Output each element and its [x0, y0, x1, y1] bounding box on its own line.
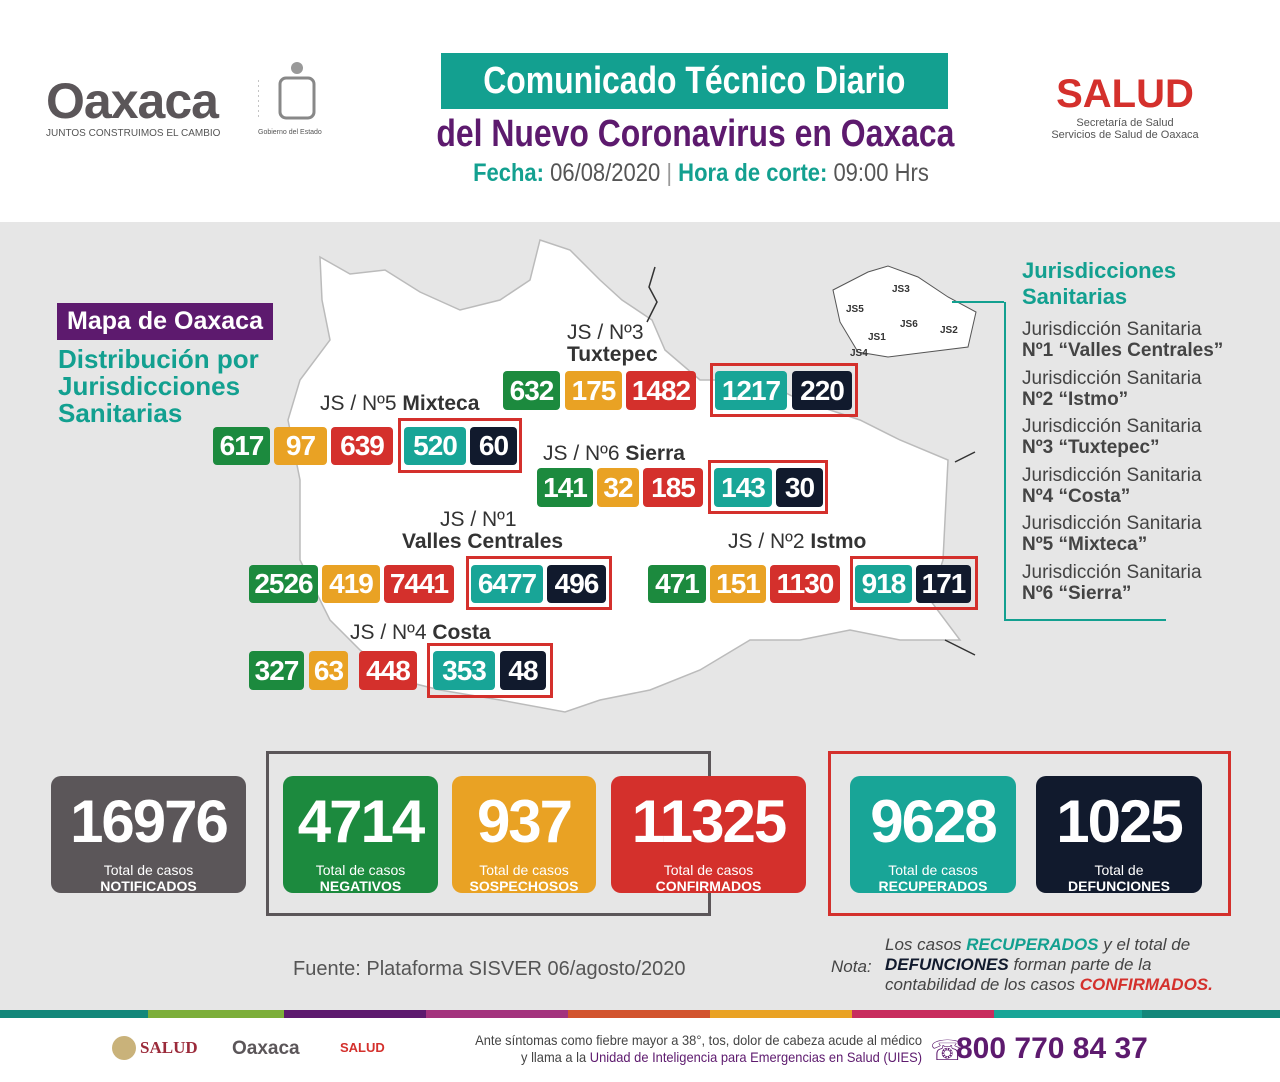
region-sospechosos-value: 32: [597, 468, 639, 507]
region-negativos-value: 471: [648, 565, 706, 603]
legend-line: [1004, 302, 1006, 620]
stripe: [284, 1010, 426, 1018]
stripe: [1142, 1010, 1280, 1018]
source-text: Fuente: Plataforma SISVER 06/agosto/2020: [293, 958, 686, 980]
region-confirmados-value: 448: [359, 651, 417, 690]
legend-title: Jurisdicciones Sanitarias: [1022, 258, 1177, 309]
title-box: Comunicado Técnico Diario: [441, 53, 948, 109]
region-confirmed-breakdown-frame: [708, 460, 828, 514]
legend-item: Jurisdicción Sanitaria Nº5 “Mixteca”: [1022, 513, 1202, 555]
region-name: Tuxtepec: [567, 343, 658, 366]
region-label: JS / Nº3: [567, 321, 644, 344]
total-sospechosos-card: 937 Total de casos SOSPECHOSOS: [452, 776, 596, 894]
region-recuperados-value: 520: [404, 427, 466, 465]
region-negativos-value: 617: [213, 427, 270, 465]
region-negativos-value: 2526: [249, 565, 318, 603]
total-notificados-card: 16976 Total de casos NOTIFICADOS: [51, 776, 246, 894]
legend-item: Jurisdicción Sanitaria Nº4 “Costa”: [1022, 464, 1202, 507]
legend-item: Jurisdicción Sanitaria Nº1 “Valles Centra…: [1022, 319, 1224, 361]
stripe: [0, 1010, 148, 1018]
region-sospechosos-value: 419: [322, 565, 380, 603]
mini-map: [832, 265, 977, 358]
region-confirmados-value: 7441: [384, 565, 454, 603]
region-name: Valles Centrales: [402, 530, 564, 553]
region-confirmados-value: 1130: [770, 565, 840, 603]
region-recuperados-value: 143: [714, 468, 772, 507]
region-sospechosos-value: 151: [710, 565, 766, 603]
oaxaca-logo: Oaxaca JUNTOS CONSTRUIMOS EL CAMBIO: [46, 73, 221, 139]
region-confirmed-breakdown-frame: [710, 363, 858, 417]
region-defunciones-value: 48: [500, 651, 546, 690]
region-negativos-value: 141: [537, 468, 593, 507]
region-sospechosos-value: 97: [274, 427, 327, 465]
region-label: JS / Nº4 Costa: [350, 621, 491, 644]
date-line: Fecha: 06/08/2020 | Hora de corte: 09:00…: [473, 159, 929, 187]
map-subtitle: Distribución por Jurisdicciones Sanitari…: [58, 344, 259, 428]
region-sospechosos-value: 175: [565, 371, 622, 410]
stripe: [994, 1010, 1142, 1018]
stripe: [852, 1010, 994, 1018]
region-confirmed-breakdown-frame: [850, 556, 978, 610]
region-defunciones-value: 171: [916, 565, 971, 603]
region-negativos-value: 632: [503, 371, 560, 410]
region-recuperados-value: 353: [433, 651, 495, 690]
phone-number: 800 770 84 37: [956, 1032, 1148, 1065]
footer-oaxaca-logo: Oaxaca: [232, 1038, 300, 1059]
stripe: [568, 1010, 710, 1018]
phone-icon: ☏: [930, 1035, 966, 1066]
footer-salud-logo-2: SALUD: [340, 1040, 385, 1055]
map-title: Mapa de Oaxaca: [57, 303, 273, 340]
legend-line-bottom: [1004, 619, 1166, 621]
legend-item: Jurisdicción Sanitaria Nº2 “Istmo”: [1022, 367, 1202, 410]
footer-message: Ante síntomas como fiebre mayor a 38°, t…: [475, 1032, 922, 1065]
region-label: JS / Nº6 Sierra: [543, 442, 685, 465]
region-confirmados-value: 185: [643, 468, 703, 507]
stripe: [710, 1010, 852, 1018]
eagle-seal-icon: [112, 1036, 136, 1060]
total-defunciones-card: 1025 Total de DEFUNCIONES: [1036, 776, 1202, 894]
region-confirmados-value: 1482: [626, 371, 696, 410]
region-recuperados-value: 6477: [471, 565, 543, 603]
region-label: JS / Nº2 Istmo: [728, 530, 867, 553]
confirmed-group-frame: [828, 751, 1231, 916]
date-line-wrap: Fecha: 06/08/2020 | Hora de corte: 09:00…: [368, 158, 1034, 188]
legend-item: Jurisdicción Sanitaria Nº3 “Tuxtepec”: [1022, 416, 1202, 458]
salud-logo: SALUD Secretaría de Salud Servicios de S…: [1051, 72, 1199, 141]
total-recuperados-card: 9628 Total de casos RECUPERADOS: [850, 776, 1016, 894]
region-confirmed-breakdown-frame: [398, 418, 522, 473]
region-confirmed-breakdown-frame: [466, 556, 612, 610]
region-confirmed-breakdown-frame: [427, 643, 553, 698]
state-seal-icon: Gobierno del Estado: [257, 60, 330, 140]
legend-item: Jurisdicción Sanitaria Nº6 “Sierra”: [1022, 561, 1202, 604]
region-defunciones-value: 220: [792, 371, 852, 410]
total-negativos-card: 4714 Total de casos NEGATIVOS: [283, 776, 438, 894]
footer-salud-logo: SALUD: [112, 1036, 198, 1060]
region-negativos-value: 327: [249, 651, 304, 690]
region-recuperados-value: 918: [855, 565, 912, 603]
title-line2: del Nuevo Coronavirus en Oaxaca: [435, 113, 954, 155]
title-line1: Comunicado Técnico Diario: [483, 60, 906, 102]
title-line2-wrap: del Nuevo Coronavirus en Oaxaca: [346, 112, 1044, 158]
stripe: [148, 1010, 284, 1018]
region-label: JS / Nº1: [440, 508, 517, 531]
region-defunciones-value: 30: [776, 468, 823, 507]
region-sospechosos-value: 63: [309, 651, 348, 690]
region-recuperados-value: 1217: [715, 371, 787, 410]
stripe: [426, 1010, 568, 1018]
region-label: JS / Nº5 Mixteca: [320, 392, 480, 415]
region-defunciones-value: 496: [547, 565, 606, 603]
region-confirmados-value: 639: [331, 427, 393, 465]
region-defunciones-value: 60: [470, 427, 517, 465]
legend-line-top: [952, 301, 1004, 303]
total-confirmados-card: 11325 Total de casos CONFIRMADOS: [611, 776, 806, 894]
